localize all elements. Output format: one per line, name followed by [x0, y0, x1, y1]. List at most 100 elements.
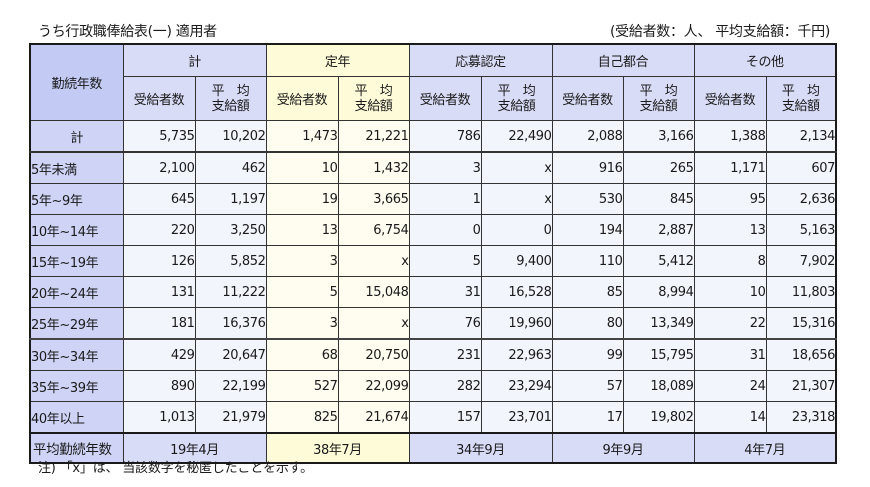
header-recipient-count: 受給者数 [122, 76, 196, 121]
row-label: 計 [29, 120, 124, 153]
table-cell: 607 [765, 151, 837, 184]
table-cell: 131 [122, 276, 196, 308]
average-years-cell: 9年9月 [551, 432, 695, 464]
table-row: 5年~9年 645 1,197 19 3,665 1 x 530 845 95 2,636 [29, 183, 837, 215]
table-cell: 429 [122, 338, 196, 371]
table-cell: 68 [265, 338, 339, 371]
table-cell: 21,674 [337, 401, 410, 434]
header-recipient-count: 受給者数 [551, 76, 624, 121]
table-row: 25年~29年 181 16,376 3 x 76 19,960 80 13,349 22 15,3… [29, 307, 837, 340]
table-cell: 21,307 [765, 370, 837, 402]
table-cell: 99 [551, 338, 624, 371]
table-cell: 157 [408, 401, 482, 434]
table-cell: 13 [693, 214, 767, 246]
header-recipient-count: 受給者数 [408, 76, 482, 121]
header-average-amount: 平 均支給額 [765, 76, 837, 121]
header-group-voluntary-approved: 応募認定 [408, 43, 553, 77]
table-cell: 3,665 [337, 183, 410, 215]
table-cell: 23,318 [765, 401, 837, 434]
row-label: 5年未満 [29, 151, 124, 184]
table-title: うち行政職俸給表(一) 適用者 [38, 24, 217, 40]
table-cell: 13 [265, 214, 339, 246]
table-cell: 14 [693, 401, 767, 434]
table-cell: 57 [551, 370, 624, 402]
table-cell: 5,163 [765, 214, 837, 246]
table-cell: 8,994 [622, 276, 695, 308]
table-cell: 181 [122, 307, 196, 340]
header-average-amount: 平 均支給額 [622, 76, 695, 121]
table-cell: 1,013 [122, 401, 196, 434]
table-cell: 2,134 [765, 120, 837, 153]
table-cell: x [337, 245, 410, 277]
table-cell: 19,802 [622, 401, 695, 434]
header-average-amount: 平 均支給額 [480, 76, 553, 121]
header-average-line2: 支給額 [639, 98, 678, 114]
header-average-amount: 平 均支給額 [337, 76, 410, 121]
table-cell: 9,400 [480, 245, 553, 277]
table-cell: x [480, 151, 553, 184]
table-cell: 23,294 [480, 370, 553, 402]
header-average-line1: 平 均 [211, 83, 250, 99]
table-cell: x [480, 183, 553, 215]
average-years-row: 平均勤続年数 19年4月 38年7月 34年9月 9年9月 4年7月 [29, 432, 837, 464]
table-cell: 22 [693, 307, 767, 340]
header-group-total: 計 [122, 43, 267, 77]
table-cell: 21,979 [194, 401, 267, 434]
table-cell: 786 [408, 120, 482, 153]
table-cell: 7,902 [765, 245, 837, 277]
table-cell: 110 [551, 245, 624, 277]
table-cell: 21,221 [337, 120, 410, 153]
table-cell: 231 [408, 338, 482, 371]
table-cell: 8 [693, 245, 767, 277]
header-group-other: その他 [693, 43, 837, 77]
table-cell: 85 [551, 276, 624, 308]
table-cell: 527 [265, 370, 339, 402]
table-cell: 19,960 [480, 307, 553, 340]
table-cell: 10 [693, 276, 767, 308]
retirement-allowance-table: 勤続年数 計 定年 応募認定 自己都合 その他 受給者数平 均支給額 受給者数平 … [29, 43, 837, 464]
table-cell: 2,887 [622, 214, 695, 246]
table-row: 10年~14年 220 3,250 13 6,754 0 0 194 2,887 13 5,163 [29, 214, 837, 246]
table-cell: 5,735 [122, 120, 196, 153]
table-cell: 220 [122, 214, 196, 246]
table-cell: 20,647 [194, 338, 267, 371]
table-cell: 3,250 [194, 214, 267, 246]
row-label: 40年以上 [29, 401, 124, 434]
table-cell: 0 [408, 214, 482, 246]
header-average-line2: 支給額 [781, 98, 820, 114]
header-average-line1: 平 均 [497, 83, 536, 99]
row-label: 25年~29年 [29, 307, 124, 340]
table-row: 35年~39年 890 22,199 527 22,099 282 23,294 57 18,0… [29, 370, 837, 402]
table-cell: 916 [551, 151, 624, 184]
table-cell: 19 [265, 183, 339, 215]
table-row: 計 5,735 10,202 1,473 21,221 786 22,490 2,088 3,1… [29, 120, 837, 153]
row-label: 15年~19年 [29, 245, 124, 277]
table-cell: 20,750 [337, 338, 410, 371]
table-cell: 825 [265, 401, 339, 434]
table-cell: 31 [408, 276, 482, 308]
table-cell: 1,388 [693, 120, 767, 153]
table-cell: 265 [622, 151, 695, 184]
table-cell: 3 [265, 307, 339, 340]
table-row: 30年~34年 429 20,647 68 20,750 231 22,963 99 15,79… [29, 338, 837, 371]
table-cell: 126 [122, 245, 196, 277]
table-cell: 530 [551, 183, 624, 215]
table-cell: 6,754 [337, 214, 410, 246]
table-cell: 5 [408, 245, 482, 277]
table-cell: 80 [551, 307, 624, 340]
table-cell: 5 [265, 276, 339, 308]
table-cell: 10 [265, 151, 339, 184]
table-cell: 13,349 [622, 307, 695, 340]
header-average-line1: 平 均 [639, 83, 678, 99]
header-average-line1: 平 均 [354, 83, 393, 99]
header-average-line2: 支給額 [354, 98, 393, 114]
table-cell: 18,656 [765, 338, 837, 371]
table-cell: 16,376 [194, 307, 267, 340]
table-cell: 194 [551, 214, 624, 246]
table-cell: x [337, 307, 410, 340]
table-cell: 22,963 [480, 338, 553, 371]
row-label: 5年~9年 [29, 183, 124, 215]
units-label: (受給者数：人、 平均支給額：千円) [610, 24, 830, 40]
table-cell: 22,099 [337, 370, 410, 402]
table-cell: 282 [408, 370, 482, 402]
